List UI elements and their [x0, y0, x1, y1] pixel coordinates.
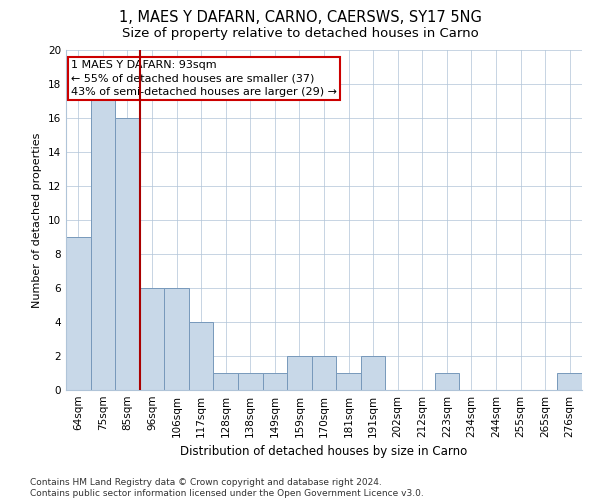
Bar — [189, 322, 214, 390]
Text: 1 MAES Y DAFARN: 93sqm
← 55% of detached houses are smaller (37)
43% of semi-det: 1 MAES Y DAFARN: 93sqm ← 55% of detached… — [71, 60, 337, 96]
Bar — [140, 288, 164, 390]
Bar — [336, 373, 361, 390]
Bar — [263, 373, 287, 390]
Bar — [115, 118, 140, 390]
X-axis label: Distribution of detached houses by size in Carno: Distribution of detached houses by size … — [181, 446, 467, 458]
Bar — [66, 237, 91, 390]
Bar — [312, 356, 336, 390]
Bar — [238, 373, 263, 390]
Text: Contains HM Land Registry data © Crown copyright and database right 2024.
Contai: Contains HM Land Registry data © Crown c… — [30, 478, 424, 498]
Bar — [164, 288, 189, 390]
Bar — [361, 356, 385, 390]
Bar — [214, 373, 238, 390]
Bar — [557, 373, 582, 390]
Text: 1, MAES Y DAFARN, CARNO, CAERSWS, SY17 5NG: 1, MAES Y DAFARN, CARNO, CAERSWS, SY17 5… — [119, 10, 481, 25]
Text: Size of property relative to detached houses in Carno: Size of property relative to detached ho… — [122, 28, 478, 40]
Y-axis label: Number of detached properties: Number of detached properties — [32, 132, 43, 308]
Bar — [91, 84, 115, 390]
Bar — [434, 373, 459, 390]
Bar — [287, 356, 312, 390]
